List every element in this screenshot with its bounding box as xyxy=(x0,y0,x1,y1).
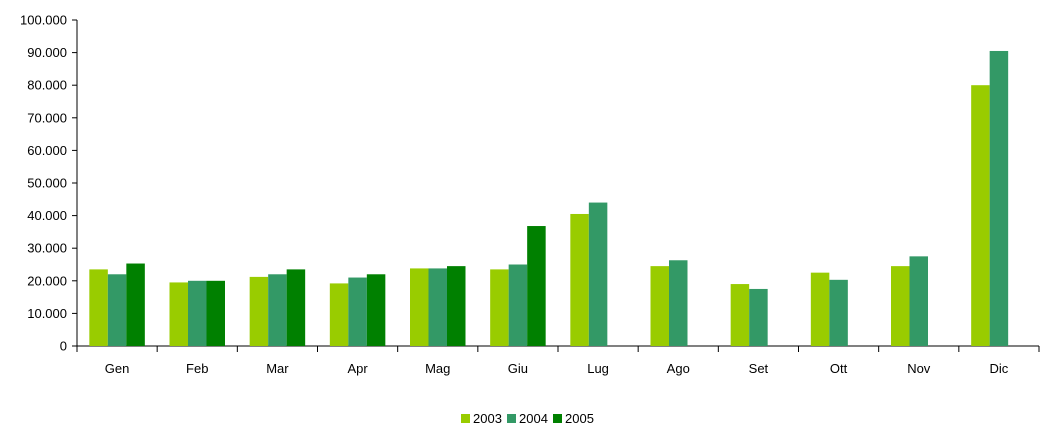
x-tick-label: Nov xyxy=(907,361,931,376)
bar-2004-giu xyxy=(508,264,528,346)
x-tick-label: Dic xyxy=(990,361,1009,376)
bar-2005-mag xyxy=(447,266,466,346)
y-tick-label: 90.000 xyxy=(27,45,67,60)
legend-label-2004: 2004 xyxy=(519,411,548,426)
legend-label-2003: 2003 xyxy=(473,411,502,426)
y-axis: 0 10.000 20.000 30.000 40.000 50.000 60.000 70.… xyxy=(20,13,78,354)
bar-2003-mag xyxy=(410,268,429,346)
y-tick-label: 100.000 xyxy=(20,13,67,28)
bar-2005-feb xyxy=(206,280,225,346)
bar-2003-ago xyxy=(650,266,669,346)
y-tick-label: 10.000 xyxy=(27,306,67,321)
y-tick-label: 50.000 xyxy=(27,176,67,191)
x-tick-label: Ago xyxy=(667,361,690,376)
bar-2004-dic xyxy=(989,50,1009,346)
x-tick-label: Gen xyxy=(105,361,130,376)
bar-2005-mar xyxy=(286,269,306,346)
y-tick-label: 60.000 xyxy=(27,143,67,158)
bar-2003-nov xyxy=(891,266,910,346)
legend-label-2005: 2005 xyxy=(565,411,594,426)
bars xyxy=(89,50,1009,346)
y-tick-label: 40.000 xyxy=(27,208,67,223)
x-tick-label: Mar xyxy=(266,361,289,376)
bar-2003-lug xyxy=(570,213,589,346)
bar-2005-giu xyxy=(527,226,546,346)
bar-2004-lug xyxy=(588,202,608,346)
bar-2003-mar xyxy=(249,276,269,346)
x-axis: Gen Feb Mar Apr Mag Giu Lug Ago Set Ott Nov Dic xyxy=(76,345,1040,376)
x-tick-label: Lug xyxy=(587,361,609,376)
bar-2005-gen xyxy=(126,263,145,346)
bar-2004-gen xyxy=(107,274,127,346)
bar-2004-nov xyxy=(909,256,928,346)
bar-2003-ott xyxy=(810,272,830,346)
legend-swatch-2004 xyxy=(507,414,516,423)
y-tick-label: 70.000 xyxy=(27,110,67,125)
bar-2004-apr xyxy=(348,277,367,346)
x-tick-label: Mag xyxy=(425,361,450,376)
y-tick-label: 80.000 xyxy=(27,78,67,93)
bar-2003-gen xyxy=(89,269,108,346)
bar-2004-ago xyxy=(669,260,688,346)
bar-2003-dic xyxy=(971,85,990,346)
x-tick-label: Apr xyxy=(347,361,368,376)
x-tick-label: Giu xyxy=(508,361,528,376)
x-tick-label: Set xyxy=(749,361,769,376)
bar-2004-set xyxy=(749,288,768,346)
x-tick-label: Feb xyxy=(186,361,208,376)
x-tick-label: Ott xyxy=(830,361,848,376)
legend-swatch-2005 xyxy=(553,414,562,423)
legend-swatch-2003 xyxy=(461,414,470,423)
y-tick-label: 30.000 xyxy=(27,241,67,256)
bar-2003-set xyxy=(730,284,750,346)
bar-2003-feb xyxy=(169,282,188,346)
bar-2004-ott xyxy=(829,279,848,346)
y-tick-label: 0 xyxy=(60,339,67,354)
bar-2003-giu xyxy=(490,269,509,346)
bar-2004-mag xyxy=(428,268,447,346)
bar-2003-apr xyxy=(329,283,349,346)
y-tick-label: 20.000 xyxy=(27,273,67,288)
legend: 2003 2004 2005 xyxy=(461,411,594,426)
bar-2005-apr xyxy=(366,274,386,346)
bar-2004-mar xyxy=(268,274,287,346)
bar-2004-feb xyxy=(188,280,207,346)
